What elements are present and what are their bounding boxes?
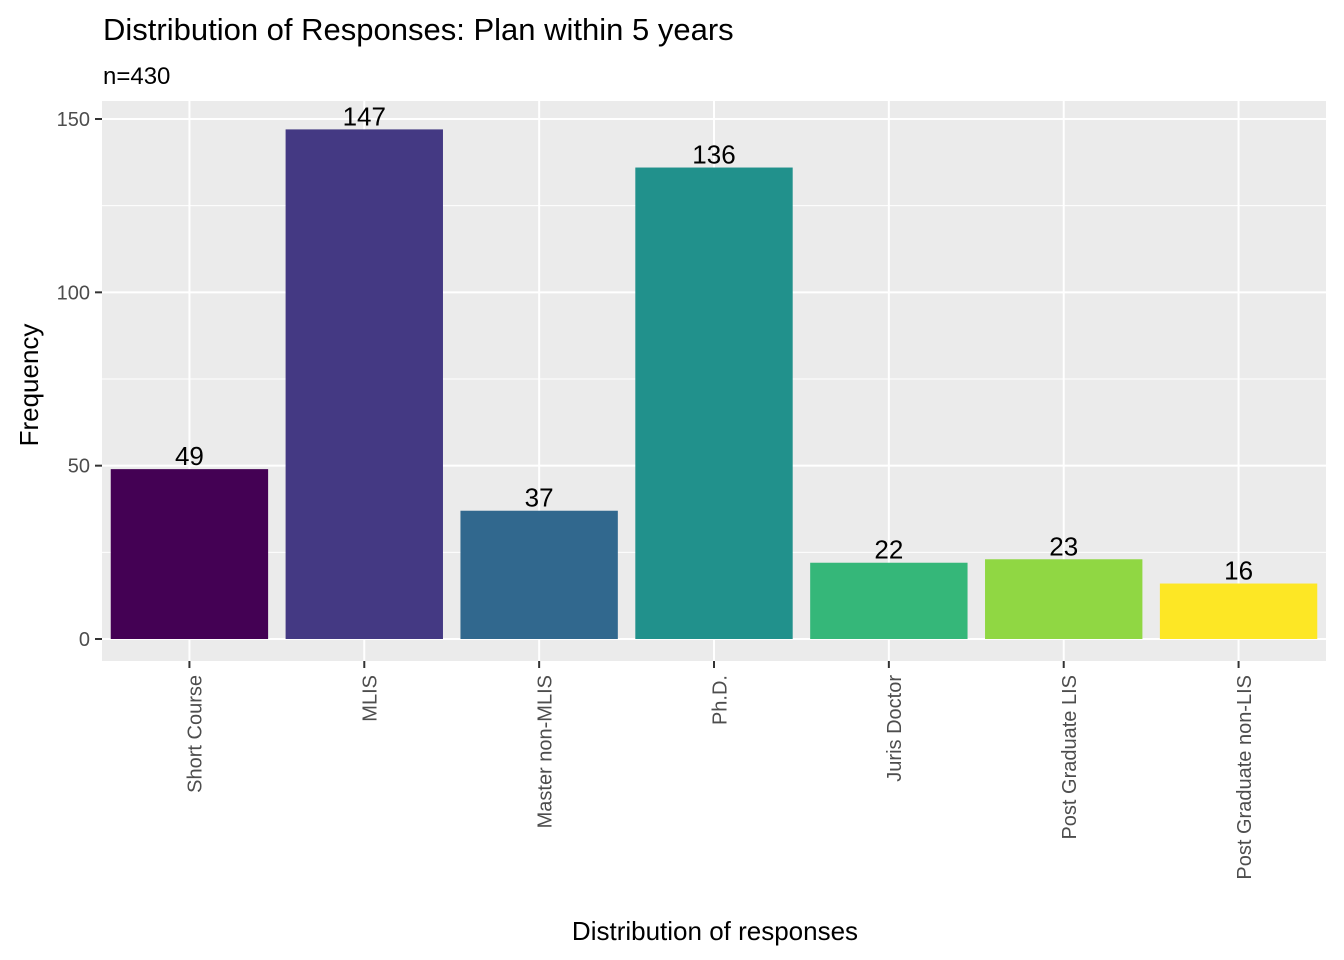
y-axis-title: Frequency xyxy=(14,324,44,447)
bar xyxy=(1159,583,1318,639)
data-label: 22 xyxy=(874,535,903,565)
data-label: 37 xyxy=(525,483,554,513)
y-tick-label: 50 xyxy=(68,456,90,478)
bar xyxy=(985,559,1143,639)
x-tick-label: MLIS xyxy=(360,675,382,722)
data-label: 49 xyxy=(175,441,204,471)
bar xyxy=(110,469,269,639)
bar xyxy=(810,562,968,639)
x-tick-label: Juris Doctor xyxy=(884,675,906,782)
x-tick-label: Post Graduate LIS xyxy=(1059,675,1081,840)
bar xyxy=(460,510,618,639)
x-axis-title: Distribution of responses xyxy=(572,916,858,946)
data-labels: 49 147 37 136 22 23 16 xyxy=(175,101,1253,585)
data-label: 136 xyxy=(692,140,735,170)
bar xyxy=(635,167,793,640)
y-axis: 0 50 100 150 xyxy=(57,109,102,651)
chart-title: Distribution of Responses: Plan within 5… xyxy=(103,12,734,47)
y-tick-label: 0 xyxy=(79,629,90,651)
x-tick-label: Post Graduate non-LIS xyxy=(1234,675,1256,880)
y-tick-label: 100 xyxy=(57,282,90,304)
y-tick-label: 150 xyxy=(57,109,90,131)
data-label: 23 xyxy=(1049,531,1078,561)
bars xyxy=(110,129,1318,640)
bar xyxy=(285,129,443,639)
x-tick-label: Ph.D. xyxy=(709,675,731,725)
chart-subtitle: n=430 xyxy=(103,63,170,90)
x-axis: Short Course MLIS Master non-MLIS Ph.D. Juri… xyxy=(185,661,1256,880)
x-tick-label: Short Course xyxy=(185,675,207,793)
data-label: 147 xyxy=(343,101,386,131)
data-label: 16 xyxy=(1224,556,1253,586)
x-tick-label: Master non-MLIS xyxy=(534,675,556,828)
